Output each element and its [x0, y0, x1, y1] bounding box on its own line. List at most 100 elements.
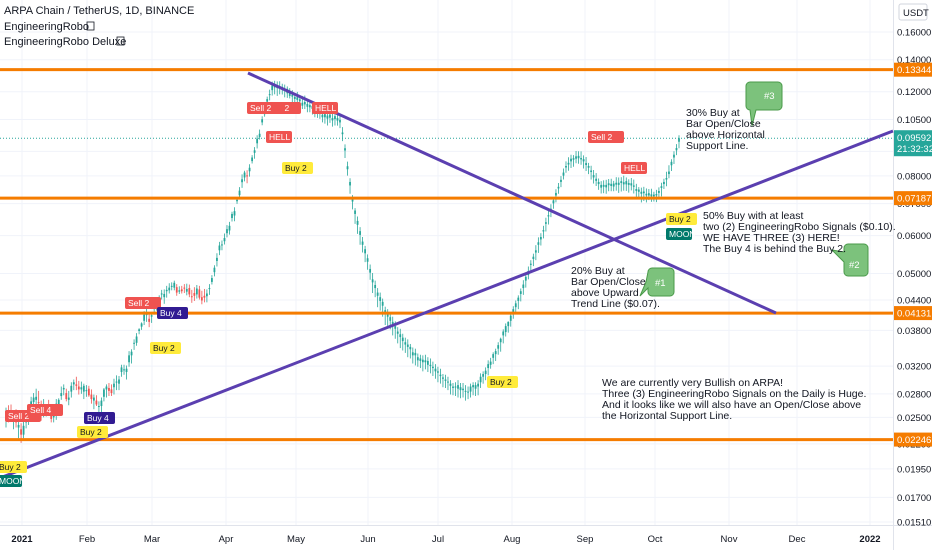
price-tick-label: 0.08000 [897, 171, 931, 182]
candle-body [190, 296, 193, 298]
candle-body [185, 288, 188, 292]
candle-body [248, 167, 251, 172]
candle-body [105, 386, 108, 390]
candle-body [203, 295, 206, 298]
candle-body [517, 297, 520, 301]
price-tick-label: 0.02800 [897, 389, 931, 400]
candle-body [600, 184, 603, 188]
candles [5, 80, 680, 443]
candle-body [163, 293, 166, 298]
time-tick-label: Jun [360, 534, 375, 545]
candle-body [308, 105, 311, 108]
countdown-text: 21:32:32 [897, 144, 932, 155]
price-tick-label: 0.02500 [897, 413, 931, 424]
callout-1-label: #1 [655, 278, 666, 289]
candle-body [534, 250, 537, 253]
candle-body [356, 220, 359, 225]
signal-label: Buy 2 [669, 214, 691, 224]
candle-body [457, 385, 459, 389]
candle-body [180, 289, 183, 292]
candle-body [103, 389, 105, 397]
candle-body [341, 132, 344, 135]
candle-body [582, 159, 585, 162]
candle-body [605, 184, 608, 188]
level-price-text: 0.04131 [897, 309, 931, 320]
candle-body [597, 181, 600, 185]
summary-line-3: And it looks like we will also have an O… [602, 399, 861, 411]
signal-sell: Sell 2 [125, 297, 161, 309]
candle-body [271, 85, 274, 91]
candle-body [37, 402, 40, 404]
indicator-1-settings-icon[interactable] [86, 21, 95, 31]
level-price-tag [894, 62, 932, 77]
callout-2: #2 [830, 243, 869, 277]
signal-buy2: Buy 2 [487, 376, 518, 388]
candle-body [399, 334, 402, 338]
currency-label: USDT [903, 8, 929, 19]
candle-body [580, 157, 582, 160]
candle-body [133, 342, 135, 344]
price-tick-label: 0.05000 [897, 269, 931, 280]
candle-body [236, 199, 238, 202]
candle-body [462, 388, 464, 391]
candle-body [678, 138, 680, 142]
candle-body [148, 318, 151, 322]
legend[interactable]: ARPA Chain / TetherUS, 1D, BINANCE Engin… [4, 5, 194, 48]
currency-selector[interactable]: USDT [898, 3, 929, 21]
candle-body [268, 94, 271, 96]
candle-body [635, 189, 638, 191]
candle-body [168, 287, 171, 291]
candle-body [655, 194, 658, 196]
indicator-2-settings-icon[interactable] [116, 36, 125, 46]
time-tick-label: Sep [577, 534, 594, 545]
candle-body [647, 193, 650, 196]
candle-body [424, 360, 427, 363]
candle-body [211, 278, 213, 282]
candle-body [17, 424, 20, 428]
note-3-line-4: Support Line. [686, 140, 748, 152]
time-axis[interactable]: 2021 Feb Mar Apr May Jun Jul Aug Sep Oct Nov Dec 202… [11, 534, 880, 545]
candle-body [482, 374, 485, 377]
candle-body [213, 267, 216, 273]
candle-body [487, 364, 490, 369]
candle-body [221, 244, 223, 246]
note-1: 20% Buy at Bar Open/Close above Upward T… [571, 265, 660, 310]
candle-body [381, 301, 384, 306]
candle-body [610, 183, 613, 186]
candle-body [514, 303, 517, 308]
candle-body [241, 179, 243, 183]
candle-body [668, 171, 670, 175]
candle-body [349, 181, 351, 186]
candle-body [243, 172, 246, 178]
candle-body [650, 194, 653, 197]
candle-body [572, 158, 575, 160]
candle-body [298, 99, 301, 102]
candle-body [346, 166, 349, 170]
candle-body [502, 331, 505, 336]
signal-sell: HELL [266, 131, 292, 143]
candle-body [464, 390, 467, 392]
price-tick-label: 0.01510 [897, 518, 931, 529]
note-1-line-3: above Upward [571, 287, 639, 299]
candle-body [660, 186, 663, 188]
summary-line-1: We are currently very Bullish on ARPA! [602, 377, 783, 389]
candle-body [195, 288, 198, 295]
candle-body [507, 321, 510, 327]
time-tick-label: Feb [79, 534, 95, 545]
candle-body [472, 385, 474, 388]
candle-body [321, 114, 324, 118]
price-axis[interactable]: 0.160000.140000.120000.105000.090000.080… [897, 28, 931, 529]
signal-label: MOON [669, 229, 695, 239]
signal-label: Buy 2 [285, 163, 307, 173]
callout-2-label: #2 [849, 260, 860, 271]
signal-label: Sell 2 [128, 298, 150, 308]
note-2: 50% Buy with at least two (2) Engineerin… [703, 210, 896, 255]
candle-body [238, 190, 241, 196]
candle-body [404, 342, 407, 345]
candle-body [293, 96, 296, 99]
candle-body [447, 381, 449, 383]
candle-body [459, 387, 462, 391]
horizontal-levels [0, 68, 893, 442]
upward-trend-line[interactable] [0, 129, 894, 480]
